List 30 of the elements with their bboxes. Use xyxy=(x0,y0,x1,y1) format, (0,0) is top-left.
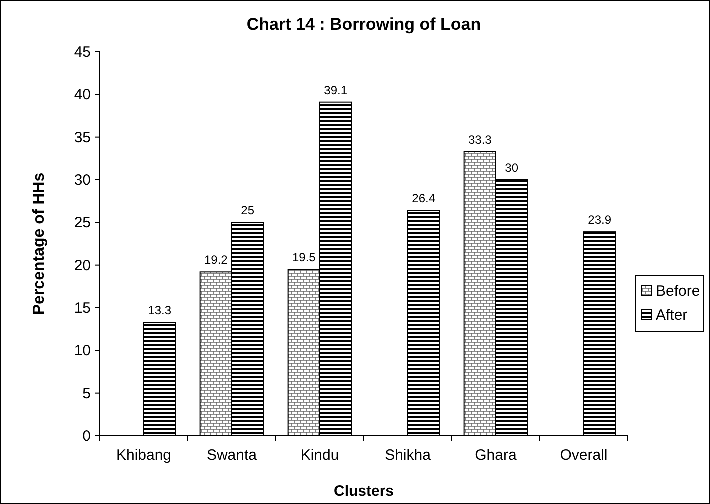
y-tick-label: 35 xyxy=(74,129,91,146)
data-label: 25 xyxy=(241,204,255,218)
data-label: 26.4 xyxy=(412,192,436,206)
data-label: 30 xyxy=(505,161,519,175)
chart-title: Chart 14 : Borrowing of Loan xyxy=(246,15,482,34)
y-tick-label: 45 xyxy=(74,44,91,61)
data-label: 19.2 xyxy=(204,253,228,268)
y-tick-label: 30 xyxy=(74,172,91,189)
y-tick-label: 20 xyxy=(74,257,91,274)
y-tick-label: 25 xyxy=(74,214,91,232)
data-label: 13.3 xyxy=(148,304,172,318)
y-tick-label: 10 xyxy=(74,342,91,360)
x-tick-label: Overall xyxy=(560,447,608,464)
legend-label: Before xyxy=(656,283,700,300)
data-label: 19.5 xyxy=(292,250,316,265)
y-tick-label: 15 xyxy=(74,300,91,317)
y-tick-label: 0 xyxy=(82,428,91,445)
data-label: 33.3 xyxy=(468,132,492,147)
y-tick-label: 40 xyxy=(74,86,91,104)
x-tick-label: Kindu xyxy=(300,447,340,464)
data-label: 23.9 xyxy=(588,213,612,228)
x-tick-label: Shikha xyxy=(385,447,432,464)
y-axis-title: Percentage of HHs xyxy=(31,172,48,316)
data-label: 39.1 xyxy=(324,83,348,98)
x-tick-label: Ghara xyxy=(475,447,518,464)
x-axis-title: Clusters xyxy=(334,483,394,500)
x-tick-label: Swanta xyxy=(206,447,258,464)
y-tick-label: 5 xyxy=(82,385,91,402)
x-tick-label: Khibang xyxy=(116,447,172,464)
legend-label: After xyxy=(656,307,688,324)
